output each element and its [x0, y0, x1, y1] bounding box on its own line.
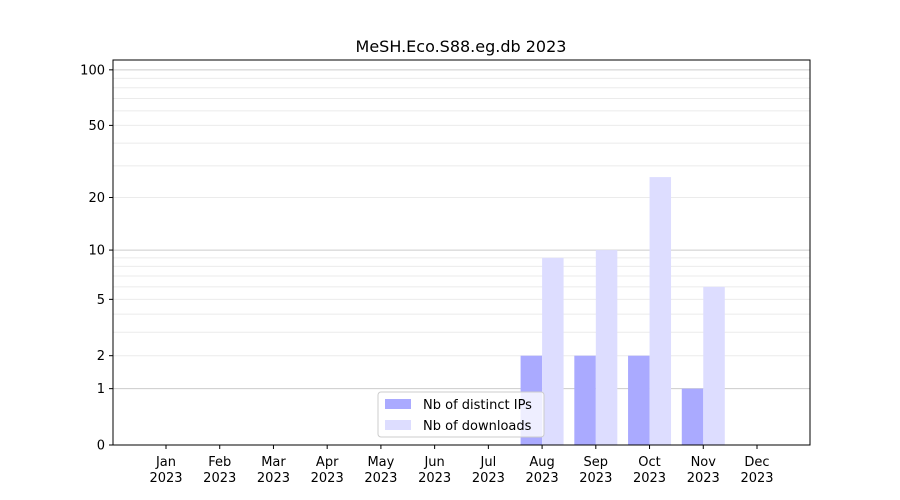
x-tick-label-year: 2023 [579, 471, 612, 486]
y-tick-label: 10 [88, 244, 105, 259]
bar-downloads [703, 286, 725, 445]
x-tick-label-year: 2023 [311, 471, 344, 486]
legend-swatch-downloads [385, 420, 411, 430]
y-axis: 0 1 2 5 10 20 50 100 [80, 63, 113, 454]
legend-label-downloads: Nb of downloads [423, 419, 532, 434]
x-tick-label-month: Apr [316, 455, 339, 470]
x-tick-label-year: 2023 [740, 471, 773, 486]
legend-swatch-ips [385, 399, 411, 409]
x-tick-label-month: Feb [208, 455, 231, 470]
bar-downloads [649, 177, 672, 445]
y-tick-label: 20 [88, 191, 105, 206]
x-tick-label-month: Oct [638, 455, 660, 470]
x-axis: Jan2023Feb2023Mar2023Apr2023May2023Jun20… [149, 445, 774, 486]
y-tick-label: 0 [97, 439, 105, 454]
x-tick-label-month: Jan [155, 455, 176, 470]
bar-distinct-ips [574, 355, 596, 445]
chart-title: MeSH.Eco.S88.eg.db 2023 [356, 37, 567, 56]
x-tick-label-year: 2023 [472, 471, 505, 486]
x-tick-label-year: 2023 [203, 471, 236, 486]
x-tick-label-month: Jun [423, 455, 444, 470]
x-tick-label-month: Nov [691, 455, 717, 470]
x-tick-label-month: Aug [529, 455, 554, 470]
y-tick-label: 1 [97, 382, 105, 397]
x-tick-label-month: Dec [744, 455, 769, 470]
bar-distinct-ips [628, 355, 650, 445]
y-tick-label: 100 [80, 63, 105, 78]
plot-frame [112, 59, 811, 446]
x-tick-label-year: 2023 [149, 471, 182, 486]
x-tick-label-year: 2023 [418, 471, 451, 486]
x-tick-label-month: Jul [480, 455, 497, 470]
bar-downloads [542, 257, 564, 445]
x-tick-label-month: Sep [584, 455, 609, 470]
bar-downloads [595, 250, 618, 445]
legend: Nb of distinct IPs Nb of downloads [377, 391, 545, 438]
x-tick-label-month: May [367, 455, 394, 470]
x-tick-label-year: 2023 [257, 471, 290, 486]
y-tick-label: 2 [97, 349, 105, 364]
x-tick-label-month: Mar [261, 455, 286, 470]
y-tick-label: 50 [88, 119, 105, 134]
y-tick-label: 5 [97, 293, 105, 308]
x-tick-label-year: 2023 [526, 471, 559, 486]
x-tick-label-year: 2023 [687, 471, 720, 486]
legend-label-ips: Nb of distinct IPs [423, 398, 532, 413]
bars [520, 177, 725, 445]
x-tick-label-year: 2023 [364, 471, 397, 486]
x-tick-label-year: 2023 [633, 471, 666, 486]
grid [113, 69, 810, 390]
bar-distinct-ips [681, 388, 704, 445]
